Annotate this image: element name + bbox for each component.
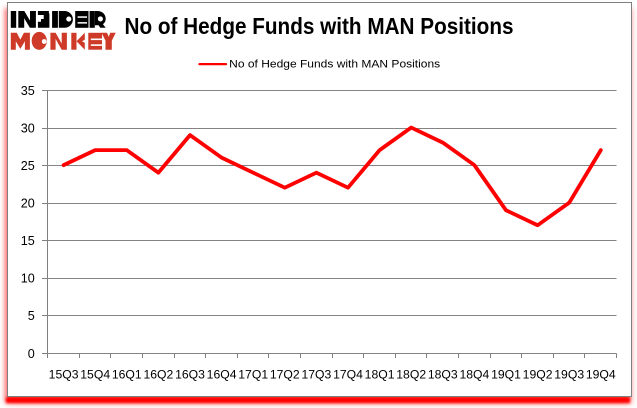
svg-text:19Q4: 19Q4 <box>586 367 616 381</box>
svg-text:35: 35 <box>21 84 35 98</box>
svg-text:19Q2: 19Q2 <box>523 367 553 381</box>
svg-text:19Q1: 19Q1 <box>491 367 521 381</box>
svg-text:15Q4: 15Q4 <box>80 367 110 381</box>
svg-text:18Q4: 18Q4 <box>459 367 489 381</box>
svg-text:17Q2: 17Q2 <box>270 367 300 381</box>
svg-text:16Q1: 16Q1 <box>112 367 142 381</box>
svg-text:30: 30 <box>21 121 35 135</box>
svg-text:18Q3: 18Q3 <box>428 367 458 381</box>
svg-text:No of Hedge Funds with MAN Pos: No of Hedge Funds with MAN Positions <box>125 13 514 39</box>
svg-text:15: 15 <box>21 234 35 248</box>
svg-text:No of Hedge Funds with MAN Pos: No of Hedge Funds with MAN Positions <box>229 58 440 70</box>
svg-text:5: 5 <box>28 309 35 323</box>
svg-text:17Q1: 17Q1 <box>238 367 268 381</box>
svg-text:20: 20 <box>21 197 35 211</box>
svg-text:16Q3: 16Q3 <box>175 367 205 381</box>
svg-text:18Q1: 18Q1 <box>365 367 395 381</box>
svg-text:16Q4: 16Q4 <box>207 367 237 381</box>
svg-text:17Q4: 17Q4 <box>333 367 363 381</box>
svg-text:0: 0 <box>28 347 35 361</box>
svg-text:10: 10 <box>21 272 35 286</box>
svg-text:18Q2: 18Q2 <box>396 367 426 381</box>
svg-text:15Q3: 15Q3 <box>49 367 79 381</box>
svg-text:25: 25 <box>21 159 35 173</box>
svg-text:17Q3: 17Q3 <box>301 367 331 381</box>
svg-text:16Q2: 16Q2 <box>143 367 173 381</box>
svg-text:19Q3: 19Q3 <box>554 367 584 381</box>
